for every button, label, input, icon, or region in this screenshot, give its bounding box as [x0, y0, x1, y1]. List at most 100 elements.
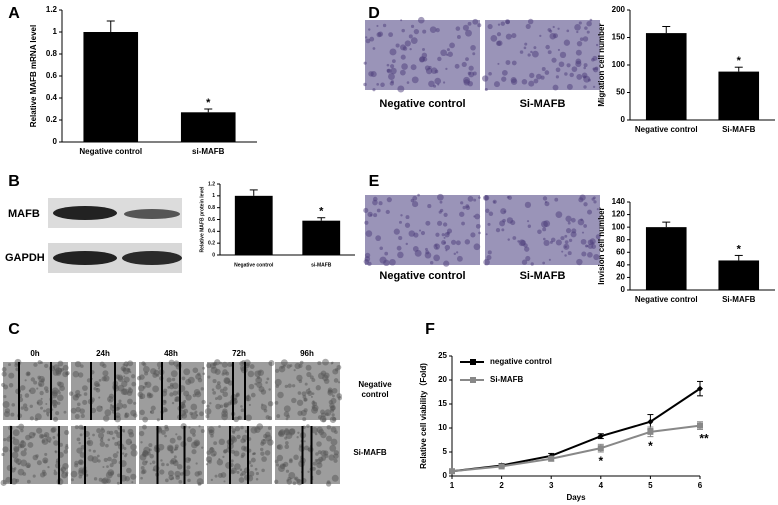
cell-speck [393, 228, 400, 235]
cell-speck [559, 51, 567, 59]
cell-speck [444, 244, 451, 251]
cell-speck [142, 385, 146, 389]
cell-speck [277, 391, 284, 399]
cell-speck [398, 235, 403, 241]
cell-speck [125, 364, 128, 367]
cell-speck [488, 71, 492, 76]
cell-speck [478, 231, 481, 235]
cell-speck [567, 221, 571, 225]
cell-speck [120, 365, 126, 372]
cell-speck [254, 382, 257, 386]
cell-speck [97, 454, 100, 458]
image-label: Si-MAFB [519, 98, 566, 110]
cell-speck [285, 432, 293, 440]
cell-speck [566, 29, 570, 33]
cell-speck [487, 23, 493, 30]
cell-speck [296, 399, 304, 406]
cell-speck [443, 236, 446, 239]
x-tick-label: Negative control [79, 147, 142, 156]
cell-speck [150, 405, 156, 411]
legend-marker [470, 359, 476, 365]
y-axis-label: Relative cell viability（Fold) [418, 363, 428, 469]
cell-speck [133, 401, 137, 405]
cell-speck [209, 402, 212, 405]
cell-speck [261, 468, 265, 473]
cell-speck [255, 478, 259, 481]
cell-speck [365, 36, 368, 39]
cell-speck [60, 367, 65, 372]
bar [234, 195, 273, 255]
cell-speck [333, 378, 339, 383]
cell-speck [125, 438, 133, 446]
cell-speck [383, 259, 390, 267]
cell-speck [139, 409, 145, 416]
cell-speck [159, 469, 165, 475]
cell-speck [33, 362, 38, 367]
cell-speck [365, 230, 373, 237]
cell-speck [501, 69, 508, 76]
cell-speck [201, 399, 206, 405]
marker [449, 468, 455, 475]
cell-speck [174, 396, 181, 403]
cell-speck [152, 460, 156, 464]
cell-speck [492, 199, 497, 204]
y-axis-label: Relative MAFB protein level [199, 186, 205, 252]
cell-speck [583, 63, 588, 68]
cell-speck [396, 245, 402, 251]
cell-speck [478, 196, 481, 199]
cell-speck [79, 452, 86, 458]
cell-speck [26, 479, 31, 484]
legend-marker [470, 377, 476, 383]
cell-speck [156, 373, 160, 377]
cell-speck [224, 377, 231, 384]
cell-speck [32, 474, 36, 478]
cell-speck [176, 435, 182, 441]
cell-speck [439, 200, 443, 204]
cell-speck [337, 396, 342, 401]
cell-speck [434, 244, 438, 247]
cell-speck [75, 389, 81, 396]
cell-speck [195, 373, 202, 380]
cell-speck [14, 358, 22, 366]
cell-speck [23, 406, 29, 412]
cell-speck [401, 28, 405, 33]
cell-speck [323, 450, 329, 456]
cell-speck [274, 479, 279, 484]
cell-speck [15, 458, 22, 465]
cell-speck [284, 444, 290, 450]
cell-speck [524, 201, 532, 208]
cell-speck [485, 208, 490, 213]
cell-speck [96, 428, 102, 434]
cell-speck [223, 449, 227, 454]
panel-letter: C [8, 321, 20, 338]
cell-speck [149, 410, 153, 414]
legend-label: negative control [490, 357, 552, 366]
cell-speck [11, 403, 16, 407]
image-label: Si-MAFB [519, 270, 566, 282]
cell-speck [333, 453, 339, 459]
cell-speck [376, 24, 379, 27]
cell-speck [62, 462, 69, 470]
bar [302, 220, 341, 255]
cell-speck [543, 220, 551, 227]
cell-speck [173, 455, 177, 459]
cell-speck [527, 18, 534, 25]
cell-speck [549, 29, 553, 33]
y-tick-label: 0.2 [208, 240, 215, 246]
cell-speck [141, 469, 147, 474]
cell-speck [564, 240, 569, 244]
y-tick-label: 0.6 [46, 71, 58, 80]
cell-speck [571, 228, 577, 234]
cell-speck [319, 415, 327, 423]
cell-speck [430, 67, 438, 74]
cell-speck [264, 431, 271, 438]
cell-speck [418, 229, 422, 232]
cell-speck [217, 395, 223, 401]
cell-speck [473, 198, 477, 202]
cell-speck [90, 407, 97, 414]
cell-speck [275, 368, 280, 373]
cell-speck [268, 388, 271, 391]
cell-speck [217, 473, 223, 478]
cell-speck [294, 477, 298, 480]
cell-speck [3, 437, 7, 442]
